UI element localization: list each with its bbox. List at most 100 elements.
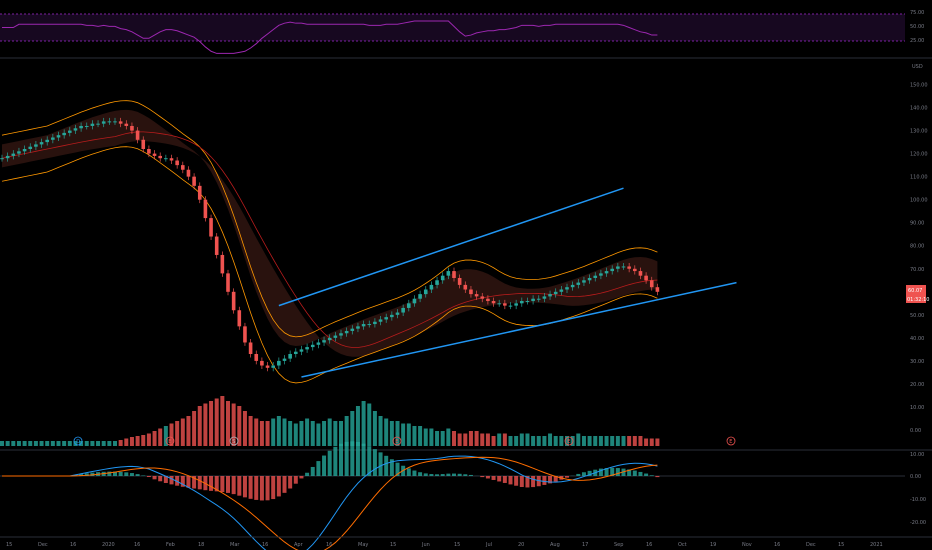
macd-histogram-bar — [632, 470, 637, 476]
candle — [322, 340, 326, 343]
candle — [638, 271, 643, 276]
time-tick: Aug — [550, 542, 560, 548]
candle — [277, 360, 281, 366]
volume-bar — [480, 433, 485, 446]
volume-bar — [502, 433, 507, 446]
price-tick: 150.00 — [910, 83, 928, 89]
time-tick: May — [358, 542, 368, 548]
time-tick: Apr — [294, 542, 304, 548]
volume-bar — [101, 441, 106, 446]
event-marker[interactable] — [165, 436, 175, 446]
macd-tick-0: 0.00 — [910, 474, 921, 480]
candle — [288, 353, 292, 359]
macd-histogram-bar — [344, 441, 349, 476]
candle — [480, 296, 485, 299]
candle — [627, 266, 631, 269]
candle — [84, 125, 89, 127]
macd-histogram-bar — [141, 475, 146, 476]
macd-histogram-bar — [655, 476, 660, 478]
macd-histogram-bar — [446, 473, 451, 476]
rsi-panel[interactable]: 75.00 50.00 25.00 — [0, 10, 924, 54]
volume-bar — [457, 433, 462, 446]
time-tick: 16 — [70, 542, 76, 548]
macd-histogram-bar — [158, 476, 163, 482]
candle — [457, 277, 462, 285]
volume-bar — [367, 403, 372, 446]
candle — [621, 266, 626, 268]
macd-histogram-bar — [197, 476, 202, 490]
candle — [62, 132, 66, 136]
event-marker[interactable] — [564, 436, 574, 446]
candle — [203, 199, 208, 219]
macd-histogram-bar — [531, 476, 536, 488]
volume-bar — [169, 423, 174, 446]
volume-bar — [384, 418, 389, 446]
event-marker[interactable] — [726, 436, 736, 446]
time-tick: 15 — [6, 542, 12, 548]
event-marker[interactable] — [73, 436, 83, 446]
candle — [429, 284, 434, 290]
price-panel[interactable]: D E S E E E USD 150.00 140.00 130.00 120.00 110.0… — [0, 64, 929, 446]
volume-bar — [56, 441, 61, 446]
volume-bar — [553, 436, 558, 446]
trendline[interactable] — [301, 281, 737, 378]
volume-bar — [135, 436, 140, 446]
candle — [294, 351, 298, 354]
event-marker[interactable] — [229, 436, 239, 446]
candle — [610, 268, 614, 272]
macd-tick-neg10: -10.00 — [910, 497, 926, 503]
candle — [344, 330, 349, 334]
event-marker-label: E — [168, 439, 171, 445]
macd-histogram-bar — [333, 446, 338, 476]
candle — [22, 149, 27, 152]
macd-histogram-bar — [491, 476, 496, 480]
event-marker[interactable] — [392, 436, 402, 446]
macd-histogram-bar — [389, 459, 394, 476]
candle — [616, 266, 620, 269]
volume-bar — [339, 421, 343, 446]
volume-bar — [146, 433, 151, 446]
macd-histogram-bar — [440, 474, 445, 476]
volume-bar — [361, 401, 366, 446]
candle — [186, 169, 191, 177]
candle — [633, 268, 637, 272]
macd-histogram-bar — [163, 476, 168, 483]
time-axis[interactable]: 15 Dec 16 2020 16 Feb 18 Mar 16 Apr 16 May 15 Jun 15 Ju… — [6, 542, 883, 548]
macd-histogram-bar — [124, 472, 129, 476]
macd-histogram-bar — [339, 443, 343, 476]
volume-bar — [372, 411, 377, 446]
candle — [649, 280, 654, 288]
event-marker-label: E — [729, 439, 732, 445]
candle — [45, 139, 49, 143]
macd-histogram-bar — [576, 473, 581, 476]
price-tick: 90.00 — [910, 221, 924, 227]
macd-panel[interactable]: 10.00 0.00 -10.00 -20.00 — [0, 441, 926, 550]
trendlines[interactable] — [278, 187, 737, 378]
macd-histogram-bar — [355, 441, 360, 476]
candle — [101, 121, 106, 124]
time-tick: 15 — [390, 542, 396, 548]
macd-tick-neg20: -20.00 — [910, 520, 926, 526]
time-tick: Nov — [742, 542, 752, 548]
macd-histogram-bar — [248, 476, 253, 499]
trendline[interactable] — [278, 187, 624, 307]
time-tick: Jun — [421, 542, 430, 548]
candle — [576, 282, 581, 285]
candle — [644, 275, 648, 281]
volume-bar — [644, 438, 649, 446]
volume-bar — [412, 426, 417, 446]
macd-histogram-bar — [180, 476, 185, 487]
candle — [310, 344, 315, 348]
candle — [124, 123, 129, 126]
macd-histogram-bar — [429, 474, 434, 476]
macd-histogram-bar — [615, 468, 620, 476]
price-tick: 20.00 — [910, 382, 924, 388]
volume-bar — [446, 428, 451, 446]
volume-bar — [440, 431, 445, 446]
time-tick: Sep — [614, 542, 623, 548]
candle — [474, 294, 479, 297]
candle — [395, 312, 400, 315]
volume-bar — [96, 441, 101, 446]
